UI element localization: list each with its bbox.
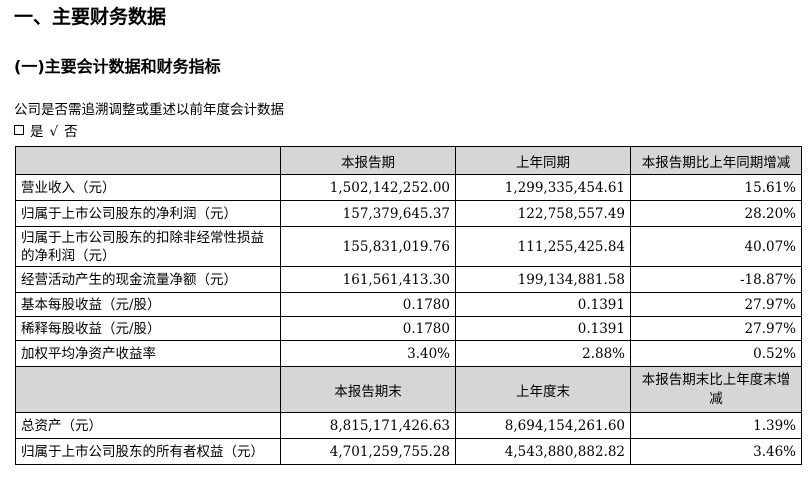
change-value: 28.20%: [630, 200, 802, 227]
table-header-row: 本报告期 上年同期 本报告期比上年同期增减: [15, 146, 802, 175]
row-label: 总资产（元）: [15, 412, 281, 439]
restatement-choice: 是 √ 否: [14, 123, 84, 141]
prior-value: 2.88%: [455, 340, 631, 367]
change-value: -18.87%: [630, 266, 802, 293]
table-row: 基本每股收益（元/股） 0.1780 0.1391 27.97%: [15, 292, 802, 317]
current-value: 0.1780: [280, 316, 456, 341]
prior-value: 122,758,557.49: [455, 200, 631, 227]
prior-value: 0.1391: [455, 292, 631, 317]
check-mark-icon: √: [49, 124, 59, 140]
financial-data-table: 本报告期 上年同期 本报告期比上年同期增减 营业收入（元） 1,502,142,…: [15, 146, 802, 465]
table-header-row: 本报告期末 上年度末 本报告期末比上年度末增减: [15, 366, 802, 413]
no-label: 否: [64, 124, 78, 140]
current-value: 0.1780: [280, 292, 456, 317]
current-value: 155,831,019.76: [280, 226, 456, 267]
row-label: 归属于上市公司股东的净利润（元）: [15, 200, 281, 227]
row-label: 稀释每股收益（元/股）: [15, 316, 281, 341]
current-value: 8,815,171,426.63: [280, 412, 456, 439]
header-cell-change: 本报告期比上年同期增减: [630, 146, 802, 175]
prior-value: 8,694,154,261.60: [455, 412, 631, 439]
prior-value: 111,255,425.84: [455, 226, 631, 267]
row-label: 经营活动产生的现金流量净额（元）: [15, 266, 281, 293]
prior-value: 4,543,880,882.82: [455, 438, 631, 465]
subsection-heading: (一)主要会计数据和财务指标: [14, 57, 221, 76]
current-value: 3.40%: [280, 340, 456, 367]
change-value: 0.52%: [630, 340, 802, 367]
row-label: 归属于上市公司股东的所有者权益（元）: [15, 438, 281, 465]
header-cell-prior-year-end: 上年度末: [455, 366, 631, 413]
header-cell-empty: [15, 366, 281, 413]
table-row: 经营活动产生的现金流量净额（元） 161,561,413.30 199,134,…: [15, 266, 802, 293]
table-row: 总资产（元） 8,815,171,426.63 8,694,154,261.60…: [15, 412, 802, 439]
table-row: 稀释每股收益（元/股） 0.1780 0.1391 27.97%: [15, 316, 802, 341]
change-value: 40.07%: [630, 226, 802, 267]
prior-value: 199,134,881.58: [455, 266, 631, 293]
table-row: 归属于上市公司股东的扣除非经常性损益的净利润（元） 155,831,019.76…: [15, 226, 802, 267]
change-value: 15.61%: [630, 174, 802, 201]
section-heading: 一、主要财务数据: [14, 6, 167, 28]
table-row: 营业收入（元） 1,502,142,252.00 1,299,335,454.6…: [15, 174, 802, 201]
current-value: 4,701,259,755.28: [280, 438, 456, 465]
restatement-question: 公司是否需追溯调整或重述以前年度会计数据: [14, 102, 284, 118]
checkbox-icon: [14, 125, 24, 135]
row-label: 基本每股收益（元/股）: [15, 292, 281, 317]
header-cell-empty: [15, 146, 281, 175]
prior-value: 0.1391: [455, 316, 631, 341]
header-cell-current-period: 本报告期: [280, 146, 456, 175]
header-cell-change: 本报告期末比上年度末增减: [630, 366, 802, 413]
row-label: 归属于上市公司股东的扣除非经常性损益的净利润（元）: [15, 226, 281, 267]
header-cell-period-end: 本报告期末: [280, 366, 456, 413]
current-value: 161,561,413.30: [280, 266, 456, 293]
change-value: 1.39%: [630, 412, 802, 439]
change-value: 3.46%: [630, 438, 802, 465]
row-label: 加权平均净资产收益率: [15, 340, 281, 367]
prior-value: 1,299,335,454.61: [455, 174, 631, 201]
row-label: 营业收入（元）: [15, 174, 281, 201]
table-row: 加权平均净资产收益率 3.40% 2.88% 0.52%: [15, 340, 802, 367]
table-row: 归属于上市公司股东的净利润（元） 157,379,645.37 122,758,…: [15, 200, 802, 227]
yes-label: 是: [30, 124, 44, 140]
change-value: 27.97%: [630, 316, 802, 341]
current-value: 1,502,142,252.00: [280, 174, 456, 201]
header-cell-prior-period: 上年同期: [455, 146, 631, 175]
change-value: 27.97%: [630, 292, 802, 317]
current-value: 157,379,645.37: [280, 200, 456, 227]
table-row: 归属于上市公司股东的所有者权益（元） 4,701,259,755.28 4,54…: [15, 438, 802, 465]
